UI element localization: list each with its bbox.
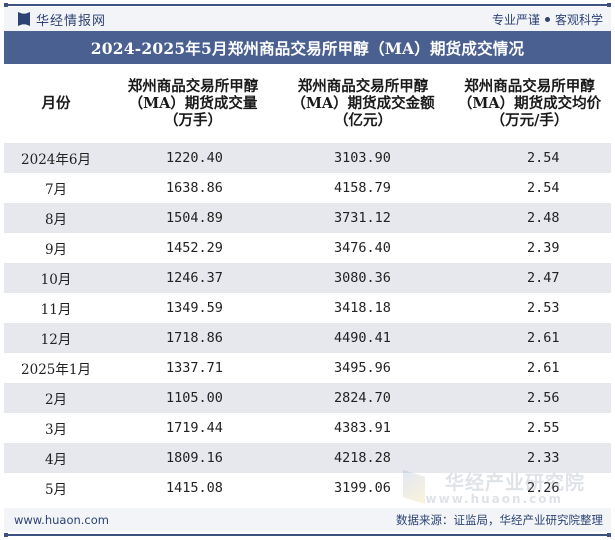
cell-avg-price: 2.54 [527,180,560,196]
cell-month: 2024年6月 [21,152,91,168]
cell-volume: 1220.40 [166,150,223,166]
cell-month: 2025年1月 [21,362,91,378]
table-row: 3月 1719.44 4383.91 2.55 [4,413,611,443]
cell-month: 4月 [44,452,68,468]
header-amount-line1: 郑州商品交易所甲醇 [297,78,429,95]
cell-amount: 3731.12 [334,210,391,226]
slogan-left: 专业严谨 [491,12,540,27]
cell-avg-price: 2.56 [527,390,560,406]
cell-volume: 1349.59 [166,300,223,316]
table-row: 7月 1638.86 4158.79 2.54 [4,173,611,203]
table-row: 2024年6月 1220.40 3103.90 2.54 [4,143,611,173]
cell-volume: 1809.16 [166,450,223,466]
huajing-logo-icon [18,12,30,26]
cell-month: 11月 [40,302,72,318]
header-month: 月份 [4,95,108,112]
top-rule [4,3,611,7]
table-row: 9月 1452.29 3476.40 2.39 [4,233,611,263]
table-row: 5月 1415.08 3199.06 2.26 [4,473,611,503]
cell-amount: 3199.06 [334,480,391,496]
table-row: 11月 1349.59 3418.18 2.53 [4,293,611,323]
table-row: 2月 1105.00 2824.70 2.56 [4,383,611,413]
header-avg-price-line2: （MA）期货成交均价 [457,95,602,112]
cell-avg-price: 2.61 [527,360,560,376]
cell-month: 10月 [40,272,72,288]
table-row: 10月 1246.37 3080.36 2.47 [4,263,611,293]
footer: www.huaon.com 数据来源：证监局，华经产业研究院整理 [4,508,611,532]
table-row: 8月 1504.89 3731.12 2.48 [4,203,611,233]
cell-volume: 1415.08 [166,480,223,496]
cell-amount: 4490.41 [334,330,391,346]
cell-avg-price: 2.61 [527,330,560,346]
header-avg-price-line3: （万元/手） [490,112,569,129]
table-row: 2025年1月 1337.71 3495.96 2.61 [4,353,611,383]
cell-avg-price: 2.48 [527,210,560,226]
cell-amount: 2824.70 [334,390,391,406]
cell-month: 3月 [44,422,68,438]
header-month-label: 月份 [41,95,71,112]
cell-amount: 4158.79 [334,180,391,196]
cell-amount: 3495.96 [334,360,391,376]
data-table: 月份 郑州商品交易所甲醇 （MA）期货成交量 （万手） 郑州商品交易所甲醇 （M… [4,64,611,503]
cell-month: 9月 [44,242,68,258]
watermark-logo-icon [403,470,425,504]
cell-avg-price: 2.54 [527,150,560,166]
page-title: 2024-2025年5月郑州商品交易所甲醇（MA）期货成交情况 [90,38,525,58]
cell-amount: 3103.90 [334,150,391,166]
header-volume-line2: （MA）期货成交量 [128,95,258,112]
table-header-row: 月份 郑州商品交易所甲醇 （MA）期货成交量 （万手） 郑州商品交易所甲醇 （M… [4,64,611,143]
header-volume-line1: 郑州商品交易所甲醇 [127,78,259,95]
cell-month: 12月 [40,332,72,348]
cell-amount: 3418.18 [334,300,391,316]
header-amount-line2: （MA）期货成交金额 [291,95,435,112]
brand-name: 华经情报网 [36,13,107,29]
header-amount-line3: （亿元） [334,112,392,129]
cell-avg-price: 2.26 [527,480,560,496]
cell-avg-price: 2.47 [527,270,560,286]
brand: 华经情报网 [18,10,106,29]
cell-avg-price: 2.39 [527,240,560,256]
cell-volume: 1246.37 [166,270,223,286]
cell-volume: 1638.86 [166,180,223,196]
bullet-dot-icon [544,16,550,22]
cell-month: 7月 [44,182,68,198]
table-row: 12月 1718.86 4490.41 2.61 [4,323,611,353]
brand-bar: 华经情报网 专业严谨 客观科学 [4,7,611,31]
footer-website-link[interactable]: www.huaon.com [14,513,109,527]
header-amount: 郑州商品交易所甲醇 （MA）期货成交金额 （亿元） [278,78,448,129]
title-bar: 2024-2025年5月郑州商品交易所甲醇（MA）期货成交情况 [4,31,611,64]
header-volume-line3: （万手） [164,112,222,129]
table-row: 4月 1809.16 4218.28 2.33 [4,443,611,473]
cell-month: 2月 [44,392,68,408]
cell-avg-price: 2.55 [527,420,560,436]
cell-volume: 1718.86 [166,330,223,346]
header-avg-price-line1: 郑州商品交易所甲醇 [464,78,595,95]
cell-month: 8月 [44,212,68,228]
cell-volume: 1337.71 [166,360,223,376]
cell-amount: 4383.91 [334,420,391,436]
cell-avg-price: 2.33 [527,450,560,466]
cell-volume: 1504.89 [166,210,223,226]
cell-amount: 3476.40 [334,240,391,256]
cell-avg-price: 2.53 [527,300,560,316]
cell-volume: 1719.44 [166,420,223,436]
slogan-right: 客观科学 [554,12,603,27]
cell-volume: 1452.29 [166,240,223,256]
cell-volume: 1105.00 [166,390,223,406]
cell-amount: 3080.36 [334,270,391,286]
bottom-rule [4,533,611,537]
header-avg-price: 郑州商品交易所甲醇 （MA）期货成交均价 （万元/手） [448,78,611,129]
cell-month: 5月 [44,482,68,498]
cell-amount: 4218.28 [334,450,391,466]
slogan: 专业严谨 客观科学 [492,11,603,28]
footer-source: 数据来源：证监局，华经产业研究院整理 [396,513,603,527]
header-volume: 郑州商品交易所甲醇 （MA）期货成交量 （万手） [108,78,278,129]
